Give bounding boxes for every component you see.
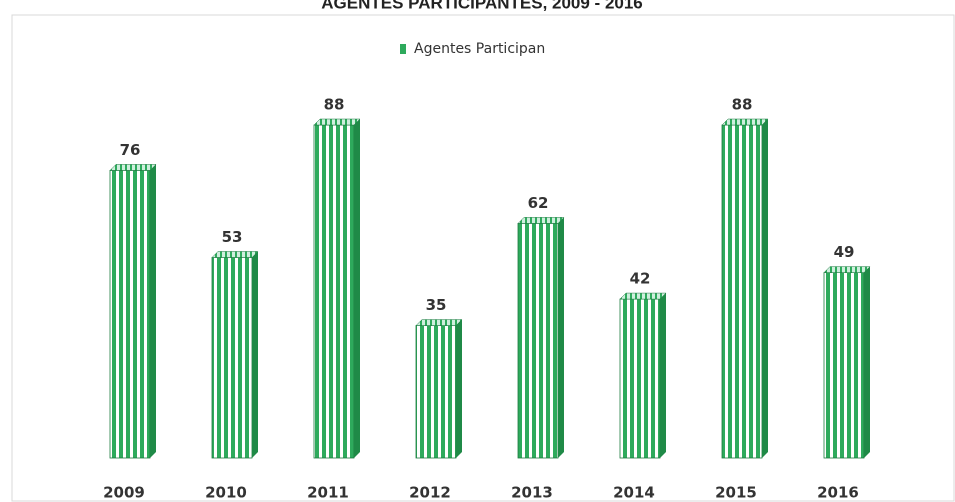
data-label: 62 (528, 194, 549, 212)
bar-top (109, 164, 157, 171)
data-label: 53 (222, 228, 243, 246)
legend-label: Agentes Participan (414, 41, 545, 57)
bar-front (823, 272, 865, 459)
bar-front (619, 298, 661, 459)
bar-side (150, 164, 156, 458)
data-label: 35 (426, 296, 447, 314)
bar-front (109, 170, 151, 459)
x-tick-label: 2010 (205, 484, 247, 502)
bar-top (619, 292, 667, 300)
plot-frame (11, 14, 955, 502)
bar-side (558, 217, 564, 458)
title-band (0, 0, 955, 14)
bar-side (660, 293, 666, 458)
bar-side (354, 119, 360, 458)
bar-front (313, 124, 355, 459)
bar-side (762, 119, 768, 458)
bar-top (823, 266, 871, 273)
x-tick-label: 2009 (103, 484, 145, 502)
bar (619, 292, 667, 459)
bar-top (415, 319, 463, 326)
bar-top (211, 251, 259, 258)
legend-swatch (400, 44, 406, 54)
bar-top (517, 217, 565, 224)
bar-side (864, 266, 870, 458)
bar-top (721, 118, 769, 126)
x-tick-label: 2012 (409, 484, 451, 502)
bar-side (456, 319, 462, 458)
bar (517, 217, 565, 459)
data-label: 76 (120, 141, 141, 159)
data-label: 49 (834, 243, 855, 261)
bar-front (415, 325, 457, 459)
bar-side (252, 251, 258, 458)
bar-front (721, 124, 763, 459)
x-tick-label: 2015 (715, 484, 757, 502)
bar (313, 118, 361, 459)
bar-top (313, 118, 361, 126)
data-label: 42 (630, 270, 651, 288)
bar-front (211, 257, 253, 459)
data-label: 88 (732, 96, 753, 114)
x-tick-label: 2011 (307, 484, 349, 502)
bar-front (517, 222, 559, 459)
chart-title: AGENTES PARTICIPANTES, 2009 - 2016 (321, 0, 643, 12)
bar (415, 319, 463, 459)
bar (109, 164, 157, 459)
x-tick-label: 2016 (817, 484, 859, 502)
bar (721, 118, 769, 459)
bar (823, 266, 871, 459)
data-label: 88 (324, 96, 345, 114)
x-tick-label: 2014 (613, 484, 655, 502)
bar (211, 251, 259, 459)
x-tick-label: 2013 (511, 484, 553, 502)
